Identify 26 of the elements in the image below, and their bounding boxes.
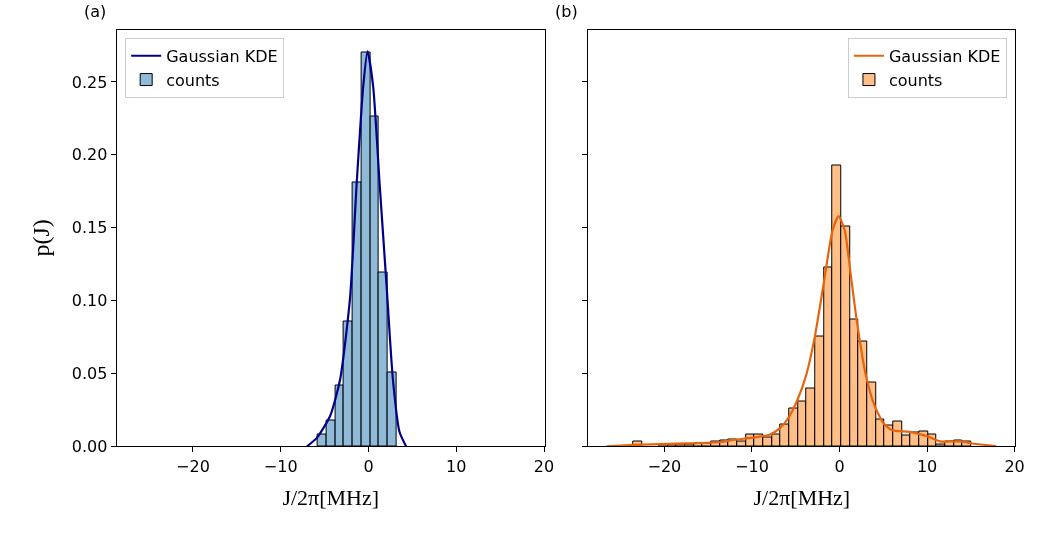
x-tick-label: −20	[176, 456, 210, 476]
x-tick-label: 20	[533, 456, 555, 476]
x-tick-label: 10	[916, 456, 938, 476]
x-tick-label: 0	[363, 456, 374, 476]
y-tick-label: 0.00	[71, 436, 108, 456]
line-series	[305, 50, 408, 447]
x-tick-label: 10	[446, 456, 467, 476]
x-axis-title: J/2π[MHz]	[753, 485, 851, 511]
legend-label: Gaussian KDE	[166, 46, 278, 66]
legend-label: counts	[166, 70, 220, 90]
x-tick-label: 20	[1004, 456, 1025, 476]
chart-title: (a)	[84, 2, 107, 21]
x-axis-title: J/2π[MHz]	[282, 485, 380, 511]
legend-label: Gaussian KDE	[888, 46, 1001, 66]
y-axis-title: p(J)	[27, 219, 54, 257]
y-tick-label: 0.05	[71, 364, 108, 384]
chart-title: (b)	[555, 2, 578, 21]
x-tick-label: −20	[647, 456, 682, 476]
y-tick-label: 0.20	[71, 145, 108, 165]
x-tick-label: 0	[834, 456, 845, 476]
y-tick-label: 0.25	[71, 72, 108, 92]
x-tick-label: −10	[263, 456, 298, 476]
y-tick-label: 0.10	[71, 291, 108, 311]
legend-label: counts	[888, 70, 943, 90]
y-tick-label: 0.15	[71, 218, 108, 238]
x-tick-label: −10	[735, 456, 769, 476]
